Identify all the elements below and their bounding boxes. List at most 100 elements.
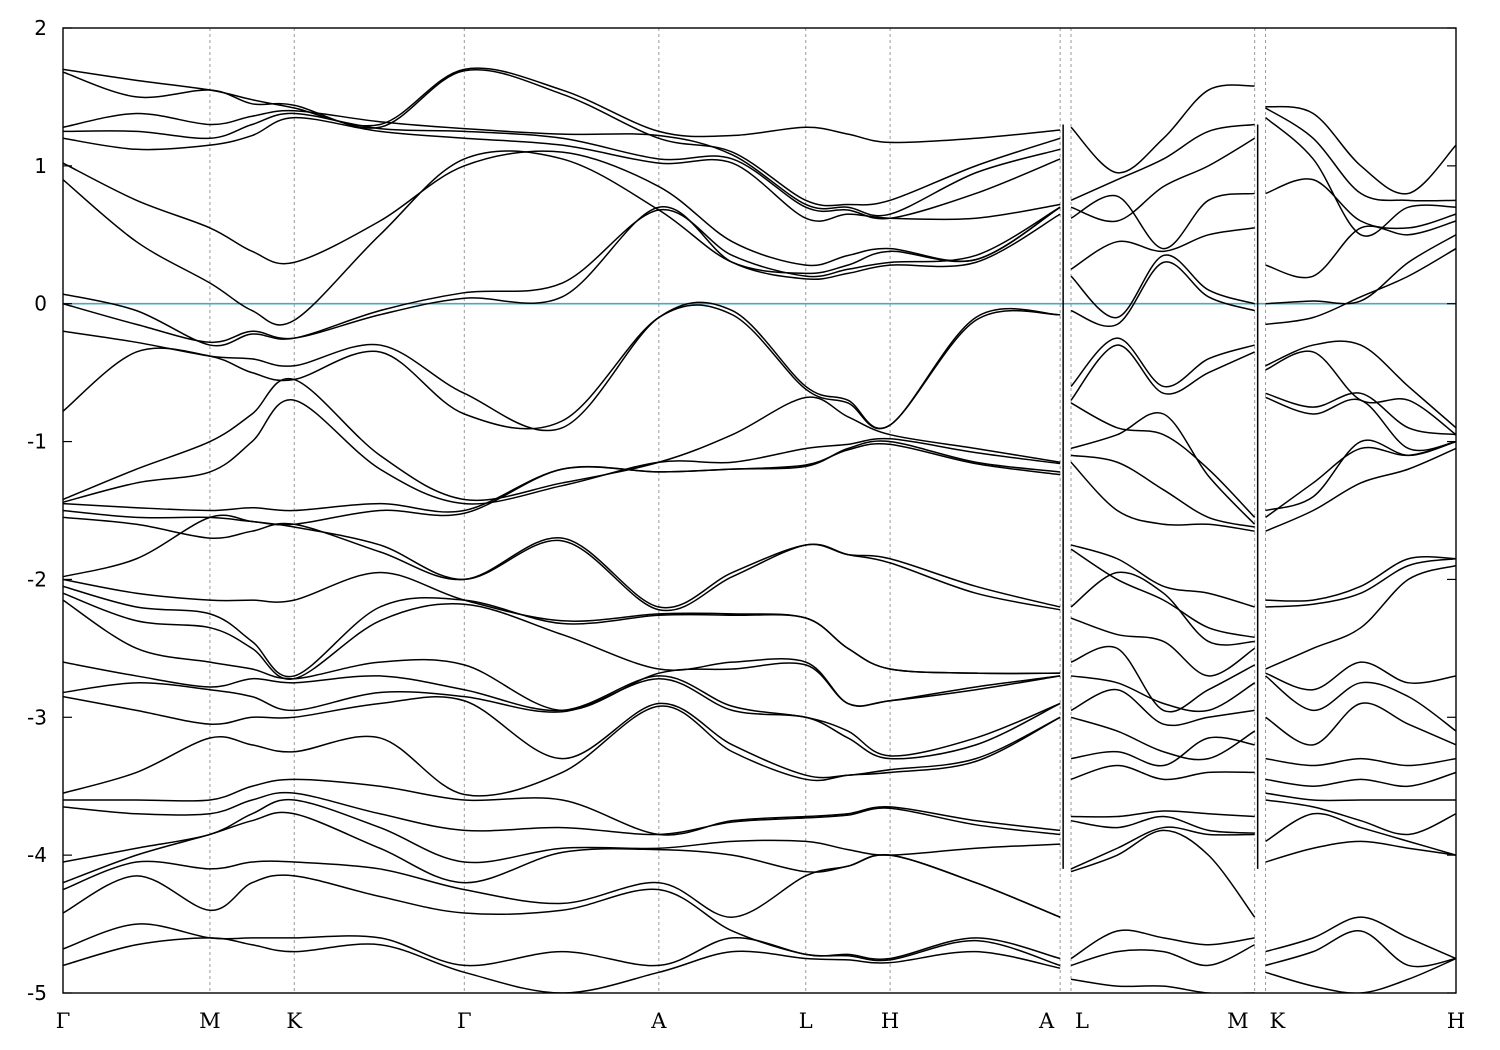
y-axis-ticks: 2 1 0 -1 -2 -3 -4 -5 [27, 16, 1456, 1005]
x-label-1: M [199, 1009, 221, 1033]
band-line-seg1-13 [1070, 544, 1255, 608]
x-label-6: H [881, 1009, 899, 1033]
x-label-10: K [1270, 1009, 1286, 1033]
plot-frame [62, 27, 1457, 994]
y-tick-label-3: -1 [27, 430, 47, 454]
band-line-seg1-15 [1070, 571, 1255, 646]
band-line-seg0-30 [63, 874, 1061, 960]
x-label-5: L [799, 1009, 813, 1033]
band-line-seg1-23 [1071, 810, 1255, 818]
band-line-seg0-4 [63, 116, 1061, 222]
band-line-seg1-18 [1070, 675, 1256, 713]
x-label-7: A [1038, 1009, 1055, 1033]
band-line-seg2-14 [1265, 555, 1456, 602]
band-line-seg0-16 [63, 514, 1061, 612]
x-label-11: H [1447, 1009, 1465, 1033]
band-line-seg2-28 [1265, 957, 1456, 993]
band-line-seg1-29 [1070, 978, 1255, 993]
band-line-seg1-10 [1070, 411, 1256, 525]
x-label-8: L [1075, 1009, 1089, 1033]
band-line-seg0-2 [63, 109, 1061, 217]
band-line-seg1-0 [1070, 84, 1255, 174]
band-line-seg2-16 [1265, 564, 1456, 670]
band-line-seg0-14 [63, 442, 1061, 526]
band-line-seg2-15 [1265, 558, 1456, 608]
band-line-seg2-0 [1265, 105, 1456, 195]
band-line-seg1-14 [1070, 548, 1255, 639]
y-tick-label-5: -3 [27, 705, 47, 729]
band-line-seg0-10 [63, 304, 1061, 430]
y-tick-label-7: -5 [27, 981, 47, 1005]
x-label-0: Γ [56, 1009, 71, 1033]
band-line-seg0-5 [63, 150, 1061, 267]
band-line-seg2-9 [1265, 392, 1456, 436]
band-lines [63, 67, 1456, 993]
band-line-seg2-26 [1265, 916, 1456, 960]
band-line-seg1-26 [1070, 829, 1256, 918]
band-line-seg1-22 [1070, 764, 1255, 781]
band-line-seg0-29 [63, 853, 1061, 918]
band-line-seg1-27 [1070, 929, 1255, 960]
band-line-seg2-23 [1265, 799, 1456, 836]
band-line-seg1-4 [1070, 227, 1255, 270]
band-line-seg1-3 [1070, 192, 1255, 250]
y-tick-label-1: 1 [34, 154, 47, 178]
band-line-seg2-13 [1265, 447, 1456, 532]
band-line-seg2-17 [1265, 661, 1456, 691]
band-line-seg0-12 [63, 399, 1061, 505]
band-line-seg1-25 [1070, 826, 1255, 870]
band-line-seg0-15 [63, 516, 1061, 609]
band-line-seg1-2 [1070, 137, 1256, 223]
band-line-seg1-6 [1070, 261, 1255, 327]
band-line-seg0-31 [63, 923, 1061, 967]
band-line-seg0-26 [63, 791, 1061, 836]
band-line-seg2-4 [1265, 220, 1456, 279]
band-line-seg2-22 [1265, 792, 1456, 802]
band-line-seg0-18 [63, 585, 1061, 678]
y-tick-label-4: -2 [27, 567, 47, 591]
band-line-seg2-1 [1265, 107, 1456, 202]
band-line-seg2-21 [1265, 771, 1456, 787]
band-line-seg0-11 [63, 377, 1061, 502]
band-line-seg1-19 [1070, 688, 1255, 727]
band-line-seg2-6 [1265, 247, 1456, 326]
band-line-seg1-28 [1070, 944, 1255, 967]
band-line-seg1-20 [1070, 716, 1256, 761]
band-line-seg1-5 [1070, 254, 1255, 319]
segment-breaks [1062, 124, 1259, 869]
band-line-seg2-18 [1265, 675, 1456, 732]
band-line-seg2-12 [1265, 440, 1456, 518]
x-label-2: K [286, 1009, 302, 1033]
band-line-seg2-24 [1265, 812, 1456, 856]
band-line-seg2-20 [1265, 757, 1456, 767]
band-line-seg0-21 [63, 661, 1061, 757]
band-line-seg2-2 [1265, 117, 1456, 237]
band-line-seg1-17 [1070, 645, 1256, 713]
band-line-seg1-12 [1070, 461, 1255, 532]
band-line-seg0-7 [63, 206, 1061, 347]
band-line-seg1-7 [1070, 337, 1255, 388]
band-line-seg2-7 [1265, 340, 1456, 429]
band-line-seg1-16 [1070, 617, 1256, 677]
band-line-seg0-24 [63, 705, 1061, 797]
band-line-seg2-10 [1265, 396, 1456, 452]
x-label-9: M [1227, 1009, 1249, 1033]
band-line-seg1-21 [1070, 736, 1255, 767]
band-line-seg0-22 [63, 677, 1061, 760]
band-line-seg0-8 [63, 206, 1061, 344]
y-tick-label-0: 2 [34, 16, 47, 40]
band-line-seg1-9 [1070, 402, 1256, 518]
band-line-seg1-1 [1070, 123, 1255, 202]
y-tick-label-2: 0 [34, 292, 47, 316]
band-line-seg0-0 [63, 67, 1061, 144]
band-line-seg0-6 [63, 150, 1061, 326]
band-line-seg0-1 [63, 69, 1061, 207]
y-tick-label-6: -4 [27, 843, 47, 867]
band-line-seg0-25 [63, 778, 1061, 836]
band-line-seg2-25 [1265, 840, 1456, 863]
band-line-seg2-5 [1265, 234, 1456, 305]
band-line-seg0-23 [63, 695, 1061, 779]
